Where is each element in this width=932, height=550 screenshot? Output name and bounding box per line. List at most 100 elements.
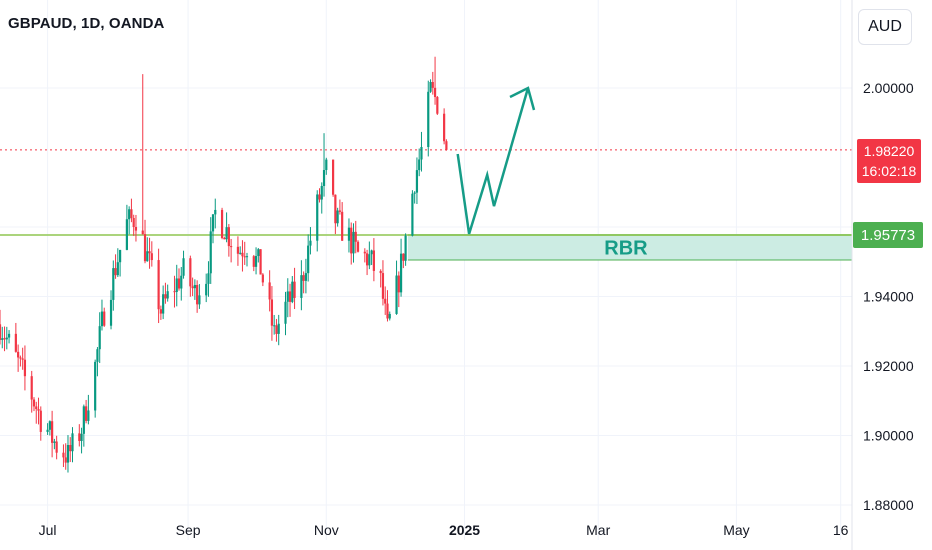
candle-body [307,245,310,274]
candle-body [116,262,119,276]
candle-body [189,258,192,287]
candle-body [103,311,106,326]
y-tick-label: 2.00000 [863,80,914,96]
y-tick-label: 1.92000 [863,358,914,374]
candle-body [270,299,274,326]
candle-body [316,194,319,241]
candle-body [347,227,351,241]
candle-body [230,246,233,248]
candle-body [14,333,17,352]
candle-body [356,241,360,252]
candle-body [384,298,387,304]
candle-body [62,452,65,458]
candle-body [411,193,414,236]
candle-body [78,433,81,441]
candle-body [17,351,20,358]
candle-body [112,268,115,300]
candle-body [100,311,104,327]
candle-body [114,268,117,276]
candle-body [288,291,292,302]
time-scale[interactable]: Jul Sep Nov 2025 Mar May 16 [39,522,849,538]
x-tick-label: Mar [586,522,610,538]
candle-body [415,170,419,193]
x-tick-label: Nov [314,522,339,538]
symbol-title[interactable]: GBPAUD, 1D, OANDA [8,15,165,32]
candle-body [1,338,4,340]
currency-button[interactable]: AUD [858,9,912,45]
candle-body [443,113,446,142]
candle-body [379,270,382,274]
candle-body [338,210,341,212]
projection-arrow[interactable] [456,87,530,235]
candle-body [225,227,228,240]
zone-label: RBR [604,238,648,260]
candle-body [96,349,99,362]
candle-body [429,82,432,92]
rbr-demand-zone[interactable] [407,234,852,261]
candle-body [239,252,242,254]
candle-body [5,337,8,340]
candle-body [300,275,303,298]
candle-body [431,82,434,88]
candle-body [354,231,357,242]
candle-body [175,278,178,292]
candle-body [191,286,194,289]
candle-body [130,209,133,219]
candle-body [254,256,258,267]
candle-body [198,295,201,305]
candle-body [150,253,153,261]
candle-body [80,433,83,441]
candle-body [180,275,183,289]
candle-body [134,226,138,231]
candle-body [182,258,185,276]
candle-body [236,246,240,254]
grid-lines [0,0,852,540]
candle-body [399,253,403,293]
candle-body [418,159,421,171]
candle-body [85,406,88,421]
candle-body [69,444,72,452]
candle-body [245,256,249,258]
candle-body [35,406,38,410]
candle-body [427,91,430,148]
candle-body [433,87,437,98]
candle-body [363,251,366,254]
candle-body [402,253,405,261]
candle-body [322,170,326,186]
last-price-tag: 1.98220 16:02:18 [857,139,921,183]
candle-body [386,303,389,319]
y-tick-label: 1.90000 [863,428,914,444]
candle-body [177,278,181,289]
candle-body [268,282,271,300]
candle-body [71,433,74,452]
candle-body [196,284,199,305]
candle-body [157,260,160,310]
candle-body [159,309,162,314]
candle-body [94,361,97,411]
zone-price-tag: 1.95773 [853,222,923,248]
candle-body [82,406,85,434]
candle-body [286,291,289,302]
candle-body [420,147,423,160]
candle-body [227,227,230,247]
candle-body [141,230,144,235]
candle-body [53,441,56,443]
candle-body [98,326,101,350]
arrow-head[interactable] [509,86,536,111]
candle-body [128,209,131,220]
candle-body [388,313,391,319]
candle-body [291,281,294,302]
y-tick-label: 1.94000 [863,289,914,305]
candle-body [19,357,22,359]
candle-body [304,273,308,281]
candle-body [370,250,373,255]
candle-body [404,235,407,261]
candle-body [143,234,147,262]
candle-body [261,274,264,283]
candle-body [275,325,278,334]
candle-body [132,218,135,227]
candle-body [162,294,165,314]
candle-body [48,421,51,430]
candle-body [320,185,323,200]
